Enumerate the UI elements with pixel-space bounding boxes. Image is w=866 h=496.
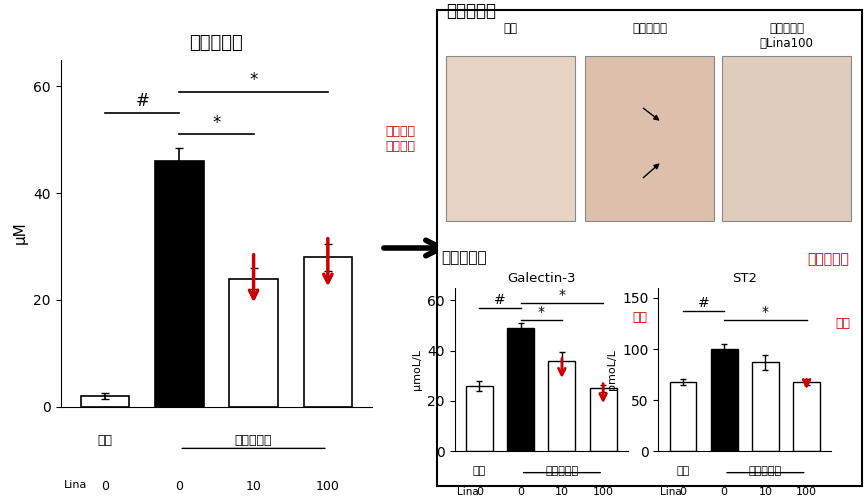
Bar xyxy=(722,57,851,221)
Bar xyxy=(304,257,352,407)
Text: *: * xyxy=(212,114,221,131)
Bar xyxy=(81,396,129,407)
Text: 10: 10 xyxy=(759,488,772,496)
Bar xyxy=(229,279,278,407)
Text: 0: 0 xyxy=(721,488,727,496)
Text: 100: 100 xyxy=(796,488,818,496)
Bar xyxy=(793,382,820,451)
Text: 心肌纤维化: 心肌纤维化 xyxy=(446,2,496,20)
Bar xyxy=(711,349,738,451)
Bar xyxy=(446,57,575,221)
Text: #: # xyxy=(135,92,149,110)
Text: 低下: 低下 xyxy=(632,311,647,324)
Text: 肾功能衰揭
＋Lina100: 肾功能衰揭 ＋Lina100 xyxy=(759,22,814,50)
Text: *: * xyxy=(538,305,545,319)
Text: 10: 10 xyxy=(246,480,262,493)
Y-axis label: μM: μM xyxy=(13,222,28,245)
Bar xyxy=(466,386,493,451)
Text: *: * xyxy=(762,306,769,319)
Text: #: # xyxy=(698,296,709,310)
Text: 0: 0 xyxy=(176,480,184,493)
Text: 血液中的
浓度降低: 血液中的 浓度降低 xyxy=(385,125,416,153)
Bar xyxy=(669,382,696,451)
Text: 生物标志物: 生物标志物 xyxy=(442,250,488,265)
Bar xyxy=(752,363,779,451)
Title: 氧化三甲胺: 氧化三甲胺 xyxy=(190,34,243,53)
Title: ST2: ST2 xyxy=(733,272,757,285)
Text: 10: 10 xyxy=(555,488,569,496)
Text: *: * xyxy=(559,288,565,302)
Text: 0: 0 xyxy=(517,488,524,496)
Text: 正常: 正常 xyxy=(503,22,517,35)
Text: 正常: 正常 xyxy=(473,466,486,476)
Text: 肾功能衰揭: 肾功能衰揭 xyxy=(749,466,782,476)
Bar xyxy=(507,328,534,451)
Text: Lina: Lina xyxy=(456,488,478,496)
Text: 低下: 低下 xyxy=(836,317,850,330)
Text: 抑制纤维化: 抑制纤维化 xyxy=(807,252,849,266)
Y-axis label: pmoL/L: pmoL/L xyxy=(606,349,617,390)
Text: 肾功能衰揭: 肾功能衰揭 xyxy=(546,466,578,476)
Text: 肾功能衰揭: 肾功能衰揭 xyxy=(235,434,273,447)
Text: 100: 100 xyxy=(592,488,614,496)
Text: 0: 0 xyxy=(680,488,687,496)
Text: Lina: Lina xyxy=(660,488,682,496)
Text: Lina: Lina xyxy=(64,480,87,490)
Text: 正常: 正常 xyxy=(98,434,113,447)
Bar xyxy=(585,57,714,221)
Text: 正常: 正常 xyxy=(676,466,689,476)
Text: 0: 0 xyxy=(476,488,483,496)
Text: 0: 0 xyxy=(101,480,109,493)
Y-axis label: μmoL/L: μmoL/L xyxy=(411,349,422,390)
Bar xyxy=(155,161,204,407)
Text: *: * xyxy=(249,71,258,89)
Text: 肾功能衰揭: 肾功能衰揭 xyxy=(632,22,667,35)
Text: #: # xyxy=(494,293,506,307)
Title: Galectin-3: Galectin-3 xyxy=(507,272,576,285)
Text: 100: 100 xyxy=(316,480,339,493)
Bar xyxy=(590,388,617,451)
Bar xyxy=(548,361,575,451)
